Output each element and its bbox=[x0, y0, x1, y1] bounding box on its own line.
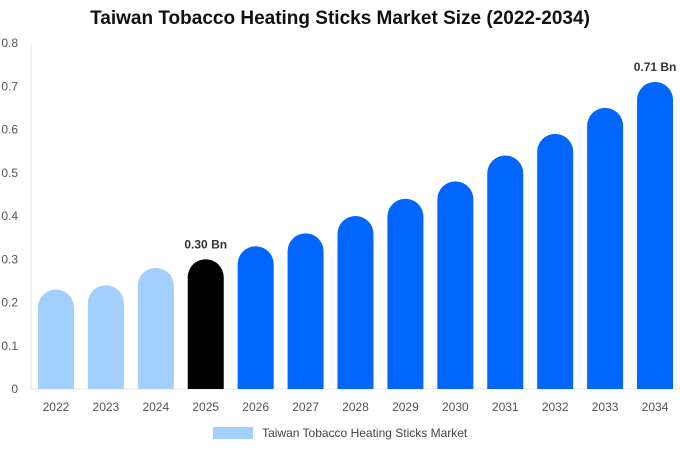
y-tick-label: 0.8 bbox=[1, 36, 18, 50]
y-tick-label: 0 bbox=[11, 382, 18, 396]
bar-2028[interactable] bbox=[337, 216, 374, 389]
x-tick-label: 2025 bbox=[192, 400, 219, 414]
x-tick-label: 2032 bbox=[542, 400, 569, 414]
bar-2033[interactable] bbox=[587, 107, 624, 390]
y-tick-label: 0.3 bbox=[1, 252, 18, 266]
bar-2024[interactable] bbox=[137, 267, 174, 389]
data-label-2034: 0.71 Bn bbox=[634, 60, 677, 74]
x-tick-label: 2028 bbox=[342, 400, 369, 414]
x-tick-label: 2024 bbox=[142, 400, 169, 414]
y-tick-label: 0.2 bbox=[1, 296, 18, 310]
bar-2026[interactable] bbox=[237, 246, 274, 389]
chart-title: Taiwan Tobacco Heating Sticks Market Siz… bbox=[90, 8, 590, 29]
bar-2023[interactable] bbox=[87, 285, 124, 389]
y-tick-label: 0.4 bbox=[1, 209, 18, 223]
x-tick-label: 2027 bbox=[292, 400, 319, 414]
bar-2025[interactable] bbox=[187, 259, 224, 389]
legend-label: Taiwan Tobacco Heating Sticks Market bbox=[262, 425, 468, 440]
legend-swatch bbox=[212, 426, 253, 439]
x-tick-label: 2030 bbox=[442, 400, 469, 414]
x-tick-label: 2023 bbox=[93, 400, 120, 414]
bar-2031[interactable] bbox=[487, 155, 524, 389]
x-tick-label: 2022 bbox=[43, 400, 70, 414]
bar-2034[interactable] bbox=[637, 81, 674, 390]
x-tick-label: 2029 bbox=[392, 400, 419, 414]
data-label-2025: 0.30 Bn bbox=[184, 237, 227, 251]
legend[interactable]: Taiwan Tobacco Heating Sticks Market bbox=[0, 425, 680, 440]
bar-2027[interactable] bbox=[287, 233, 324, 389]
x-tick-label: 2031 bbox=[492, 400, 519, 414]
x-tick-label: 2034 bbox=[642, 400, 669, 414]
x-tick-label: 2033 bbox=[592, 400, 619, 414]
bar-2022[interactable] bbox=[37, 289, 74, 389]
bar-2030[interactable] bbox=[437, 181, 474, 389]
y-tick-label: 0.7 bbox=[1, 79, 18, 93]
y-tick-label: 0.6 bbox=[1, 123, 18, 137]
x-tick-label: 2026 bbox=[242, 400, 269, 414]
bar-2029[interactable] bbox=[387, 198, 424, 389]
bar-2032[interactable] bbox=[537, 133, 574, 389]
y-tick-label: 0.5 bbox=[1, 166, 18, 180]
y-tick-label: 0.1 bbox=[1, 339, 18, 353]
